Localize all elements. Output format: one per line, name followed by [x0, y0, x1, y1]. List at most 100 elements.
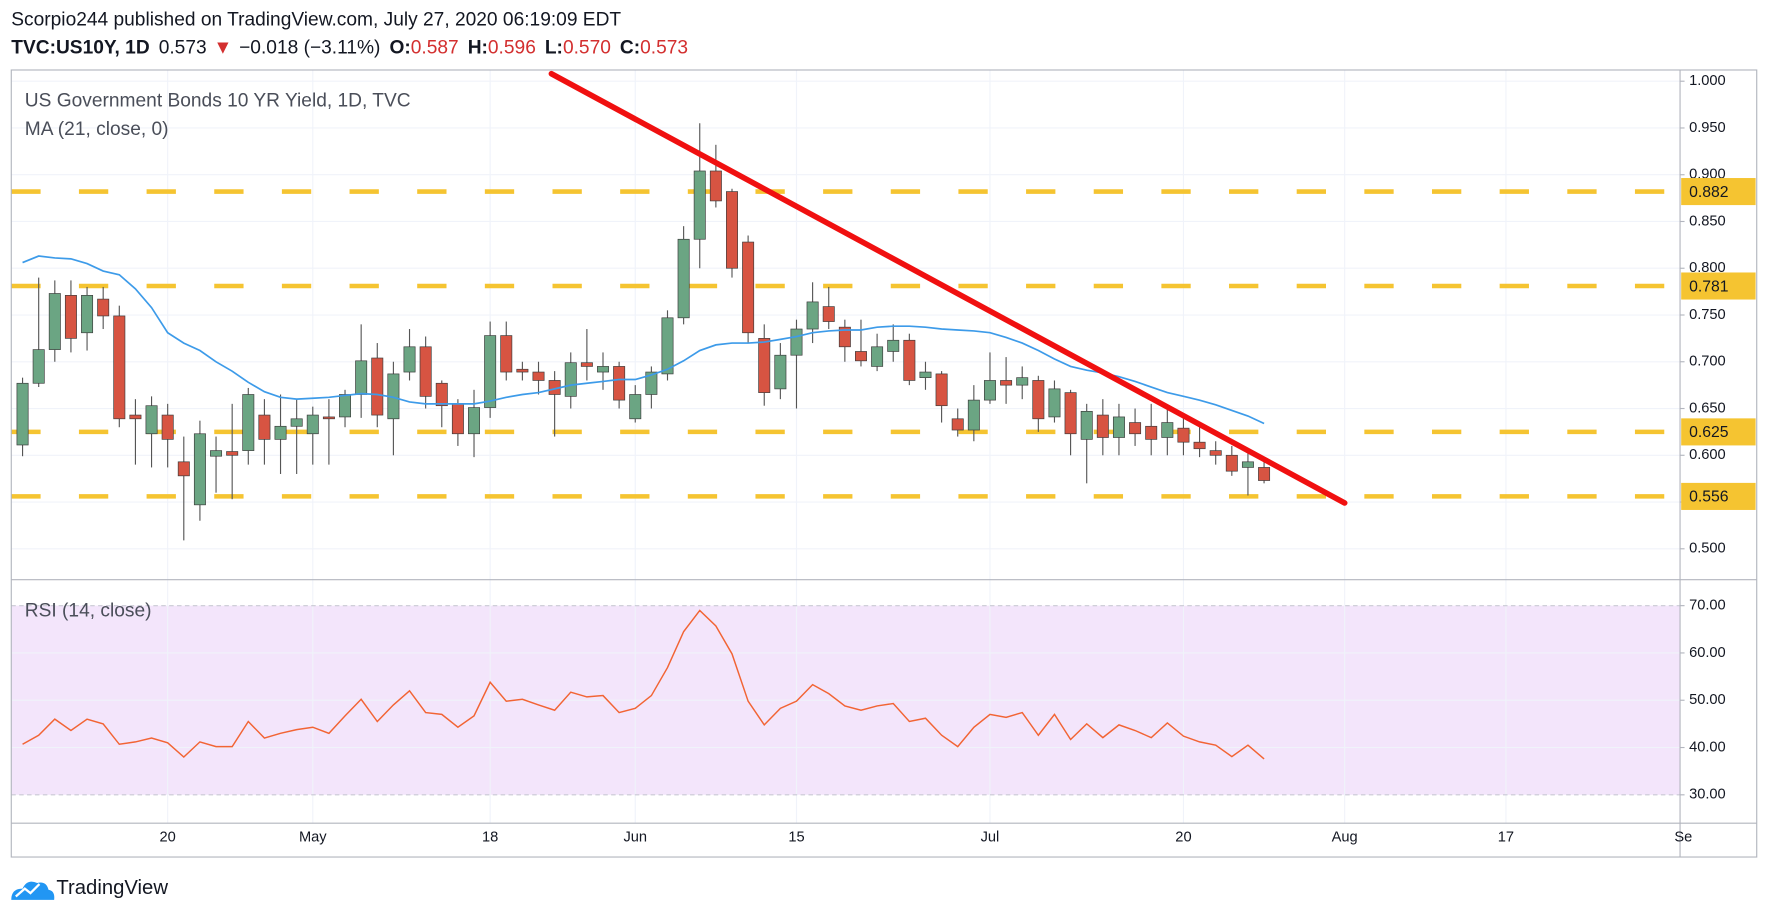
- y-tick-label: 0.500: [1689, 541, 1726, 557]
- candle-body: [822, 306, 835, 322]
- candle-body: [758, 338, 771, 393]
- x-tick-label: 20: [160, 830, 176, 846]
- candle-body: [419, 346, 432, 397]
- ohlc-value: 0.570: [563, 38, 611, 59]
- candle-body: [435, 382, 448, 407]
- ohlc-value: 0.587: [411, 38, 459, 59]
- level-label: 0.882: [1689, 184, 1728, 201]
- candle-body: [48, 293, 61, 350]
- candle-body: [629, 394, 642, 420]
- candle-body: [1016, 377, 1029, 386]
- candle-body: [355, 360, 368, 395]
- axes: 20May18Jun15Jul20Aug17Se0.5000.5500.6000…: [160, 73, 1756, 846]
- candle-body: [903, 339, 916, 381]
- candle-body: [161, 414, 174, 440]
- candle-body: [129, 414, 142, 420]
- candle-body: [645, 371, 658, 395]
- candle-body: [258, 414, 271, 440]
- candle-body: [806, 301, 819, 330]
- ohlc-value: 0.596: [488, 38, 536, 59]
- candle-body: [580, 362, 593, 367]
- publisher: Scorpio244 published on TradingView.com,…: [11, 9, 621, 30]
- x-tick-label: May: [299, 830, 327, 846]
- chart-title: US Government Bonds 10 YR Yield, 1D, TVC: [25, 91, 411, 112]
- candle-body: [532, 371, 545, 381]
- y-tick-label: 0.950: [1689, 120, 1726, 136]
- x-tick-label: 17: [1498, 830, 1514, 846]
- candle-body: [468, 407, 480, 435]
- candle-body: [726, 191, 738, 269]
- candle-body: [613, 366, 626, 401]
- level-badge: [1681, 418, 1756, 446]
- candle-body: [1000, 380, 1013, 386]
- candle-body: [1241, 461, 1254, 468]
- y-tick-label: 50.00: [1689, 692, 1726, 708]
- x-tick-label: Se: [1674, 830, 1692, 846]
- x-tick-label: 15: [788, 830, 804, 846]
- line: [22, 255, 1265, 425]
- candle-body: [1177, 427, 1190, 443]
- candle-body: [919, 371, 932, 378]
- logo: [11, 881, 55, 900]
- plot: [11, 70, 1681, 760]
- candle-body: [145, 405, 158, 435]
- candle-body: [177, 461, 190, 477]
- level-badge: [1681, 482, 1756, 510]
- level-badge: [1681, 272, 1756, 300]
- candle-body: [742, 241, 755, 334]
- symbol-line: TVC:US10Y, 1D 0.573 ▼ −0.018 (−3.11%) O:0.58…: [11, 38, 688, 59]
- rsi-legend: RSI (14, close): [25, 600, 152, 621]
- level-label: 0.625: [1689, 424, 1729, 441]
- y-tick-label: 70.00: [1689, 598, 1726, 614]
- x-tick-label: Jul: [981, 830, 1000, 846]
- candle-body: [677, 238, 690, 319]
- candle-body: [983, 380, 996, 401]
- ma-legend: MA (21, close, 0): [25, 119, 169, 140]
- y-tick-label: 0.600: [1689, 447, 1726, 463]
- candle-body: [564, 362, 577, 397]
- change: −0.018 (−3.11%): [239, 38, 380, 59]
- level-badge: [1681, 178, 1756, 206]
- x-tick-label: 18: [482, 830, 498, 846]
- x-tick-label: Jun: [623, 830, 647, 846]
- level-label: 0.781: [1689, 278, 1728, 295]
- candle-body: [451, 403, 464, 435]
- y-tick-label: 0.850: [1689, 213, 1726, 229]
- candle-body: [1129, 422, 1142, 435]
- candle-body: [242, 394, 255, 451]
- y-tick-label: 0.650: [1689, 400, 1726, 416]
- y-tick-label: 60.00: [1689, 645, 1726, 661]
- candle-body: [500, 335, 513, 373]
- candle-body: [81, 295, 94, 334]
- candle-body: [967, 399, 980, 431]
- candle-body: [871, 346, 884, 367]
- trendline: [548, 70, 1348, 506]
- y-tick-label: 0.800: [1689, 260, 1726, 276]
- candle-body: [774, 354, 787, 390]
- candle-body: [1032, 380, 1045, 420]
- candle-body: [1161, 422, 1174, 438]
- candle-body: [1064, 392, 1077, 435]
- ohlc-label: L:: [545, 38, 563, 59]
- candle-body: [306, 414, 319, 435]
- candle-body: [371, 357, 384, 416]
- symbol: TVC:US10Y, 1D: [11, 38, 150, 59]
- candle-body: [274, 425, 287, 440]
- candle-body: [838, 326, 851, 348]
- x-tick-label: 20: [1175, 830, 1191, 846]
- candle-body: [1145, 425, 1158, 440]
- candle-body: [1112, 416, 1125, 438]
- frame: [10, 69, 1758, 858]
- candle-body: [210, 450, 223, 457]
- y-tick-label: 30.00: [1689, 787, 1726, 803]
- candle-body: [1048, 388, 1061, 418]
- candle-body: [855, 351, 867, 362]
- y-tick-label: 0.750: [1689, 307, 1726, 323]
- candle-body: [193, 433, 206, 506]
- candle-body: [516, 368, 529, 373]
- candle-body: [1096, 414, 1109, 438]
- candle-body: [1209, 450, 1222, 456]
- candle-body: [16, 382, 29, 446]
- brand: TradingView: [56, 877, 168, 899]
